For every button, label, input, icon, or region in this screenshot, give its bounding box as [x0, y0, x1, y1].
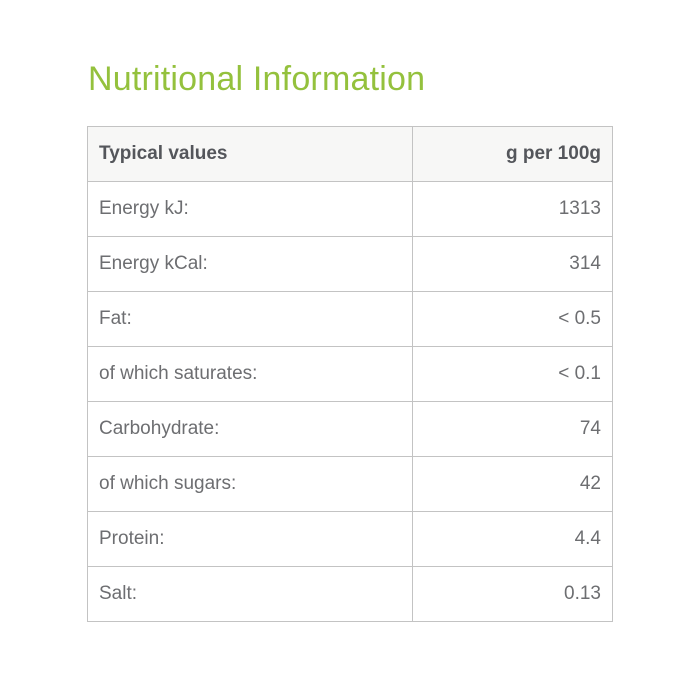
nutrient-value-cell: 42	[411, 456, 614, 512]
nutrient-label-cell: Fat:	[87, 291, 413, 347]
nutrition-table: Typical values g per 100g Energy kJ: 131…	[87, 126, 614, 622]
nutrient-value-cell: 314	[411, 236, 614, 292]
nutrient-label-cell: Salt:	[87, 566, 413, 622]
nutrient-value-cell: < 0.5	[411, 291, 614, 347]
nutrient-label-cell: Energy kJ:	[87, 181, 413, 237]
nutrient-label-cell: Carbohydrate:	[87, 401, 413, 457]
table-row-fat: Fat: < 0.5	[87, 291, 614, 347]
nutrient-value-cell: 0.13	[411, 566, 614, 622]
table-row-carbohydrate: Carbohydrate: 74	[87, 401, 614, 457]
nutrient-label-cell: of which saturates:	[87, 346, 413, 402]
nutrient-label-cell: of which sugars:	[87, 456, 413, 512]
table-row-salt: Salt: 0.13	[87, 566, 614, 622]
nutrient-value-cell: 4.4	[411, 511, 614, 567]
nutrient-value-cell: 1313	[411, 181, 614, 237]
table-row-energy-kj: Energy kJ: 1313	[87, 181, 614, 237]
table-row-protein: Protein: 4.4	[87, 511, 614, 567]
column-header-g-per-100g: g per 100g	[411, 126, 614, 182]
nutrient-label-cell: Protein:	[87, 511, 413, 567]
column-header-typical-values: Typical values	[87, 126, 413, 182]
table-row-sugars: of which sugars: 42	[87, 456, 614, 512]
page-title: Nutritional Information	[88, 60, 426, 98]
table-header-row: Typical values g per 100g	[87, 126, 614, 182]
nutrient-label-cell: Energy kCal:	[87, 236, 413, 292]
table-row-saturates: of which saturates: < 0.1	[87, 346, 614, 402]
nutrient-value-cell: < 0.1	[411, 346, 614, 402]
nutrient-value-cell: 74	[411, 401, 614, 457]
table-row-energy-kcal: Energy kCal: 314	[87, 236, 614, 292]
